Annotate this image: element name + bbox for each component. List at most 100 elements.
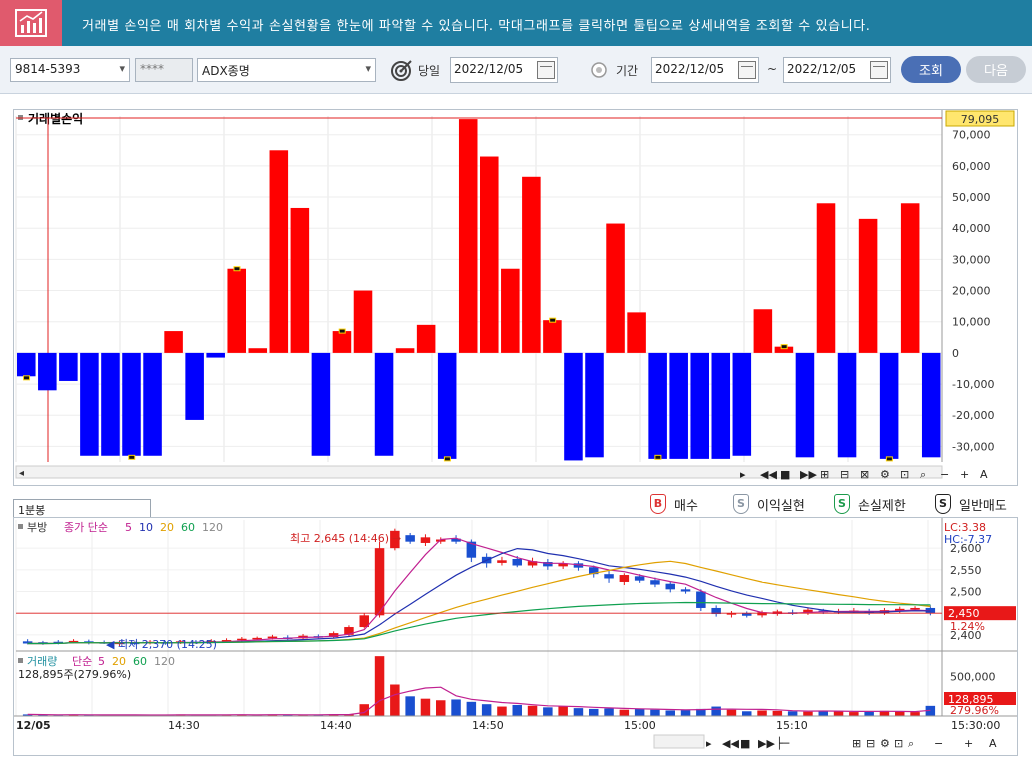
pl-bar[interactable] [606,223,625,353]
password-field[interactable]: **** [135,58,193,82]
candle[interactable] [252,637,262,640]
pl-bar[interactable] [564,352,583,461]
pl-bar[interactable] [753,309,773,353]
pl-bar[interactable] [227,268,246,353]
pl-bar[interactable] [648,352,667,459]
volume-bar[interactable] [604,708,614,716]
pl-bar[interactable] [669,352,688,459]
volume-bar[interactable] [634,708,645,716]
layout-icon[interactable]: ⊞ [820,468,829,481]
volume-bar[interactable] [726,709,737,716]
candle[interactable] [390,530,400,549]
candle[interactable] [405,535,415,542]
candle[interactable] [359,615,369,628]
period-from-input[interactable]: 2022/12/05 [651,57,759,83]
stop-icon[interactable]: ■ [740,737,750,750]
zoom-icon[interactable]: ⌕ [908,737,914,750]
pl-bar[interactable] [816,203,836,353]
candle[interactable] [895,608,905,611]
horizontal-scrollbar[interactable] [653,734,705,749]
candle[interactable] [512,559,522,566]
settings-icon[interactable]: ⚙ [880,737,890,750]
volume-bar[interactable] [420,698,431,716]
rewind-icon[interactable]: ◀◀ [722,737,739,750]
candle[interactable] [589,567,599,575]
candle[interactable] [650,580,660,585]
volume-bar[interactable] [237,714,247,716]
candle[interactable] [420,537,431,543]
candle[interactable] [22,641,33,644]
today-date-input[interactable]: 2022/12/05 [450,57,558,83]
pl-bar[interactable] [543,320,562,353]
pl-bar[interactable] [690,352,709,459]
stop-icon[interactable]: ■ [780,468,790,481]
pl-bar[interactable] [795,352,815,458]
volume-bar[interactable] [374,656,385,716]
candle[interactable] [558,563,568,567]
rewind-icon[interactable]: ◀◀ [760,468,777,481]
volume-bar[interactable] [84,714,94,716]
target-icon[interactable] [390,58,414,82]
pl-bar[interactable] [206,352,225,358]
volume-bar[interactable] [665,710,675,716]
candle[interactable] [451,538,461,542]
zoom-out-icon[interactable]: − [940,468,949,481]
volume-bar[interactable] [757,710,767,716]
volume-bar[interactable] [359,704,369,716]
font-icon[interactable]: A [989,737,997,750]
volume-bar[interactable] [849,712,859,716]
pl-bar[interactable] [858,218,878,353]
candle[interactable] [497,560,507,563]
pl-bar[interactable] [311,352,331,456]
legend-buy[interactable]: B 매수 [650,490,698,518]
volume-bar[interactable] [696,708,706,716]
pl-bar[interactable] [17,352,36,377]
volume-bar[interactable] [619,709,630,716]
volume-bar[interactable] [818,710,828,716]
volume-bar[interactable] [481,704,492,716]
pl-bar[interactable] [248,348,268,353]
volume-bar[interactable] [22,714,33,716]
candle[interactable] [711,607,721,615]
pl-bar[interactable] [59,352,78,381]
pl-bar[interactable] [921,352,941,458]
volume-bar[interactable] [711,706,721,716]
candle[interactable] [267,636,278,639]
grid-icon[interactable]: ⊠ [860,468,869,481]
volume-bar[interactable] [527,705,538,716]
pl-bar[interactable] [879,352,899,459]
period-radio[interactable] [590,61,608,79]
pl-bar[interactable] [353,290,373,353]
product-select[interactable]: ADX종명 ▾ [197,58,376,82]
volume-bar[interactable] [283,714,293,716]
period-to-input[interactable]: 2022/12/05 [783,57,891,83]
pl-bar[interactable] [837,352,857,458]
legend-sell[interactable]: S 일반매도 [935,490,1007,518]
pl-bar[interactable] [185,352,204,420]
volume-bar[interactable] [772,710,783,716]
pl-bar[interactable] [585,352,604,458]
volume-bar[interactable] [864,711,874,716]
volume-bar[interactable] [38,714,48,716]
pl-bar[interactable] [416,324,436,353]
volume-bar[interactable] [803,711,813,716]
candle[interactable] [803,609,813,614]
volume-bar[interactable] [390,684,400,717]
volume-bar[interactable] [833,711,844,716]
pl-bar-chart[interactable]: 70,000 60,000 50,000 40,000 30,000 20,000 10,0… [14,110,1017,485]
calendar-icon[interactable] [870,61,888,79]
volume-bar[interactable] [405,696,415,716]
pl-bar[interactable] [732,352,752,456]
pl-bar[interactable] [480,156,499,353]
volume-bar[interactable] [879,710,890,716]
volume-bar[interactable] [650,709,660,716]
candle[interactable] [84,641,94,643]
volume-bar[interactable] [512,704,522,716]
settings-icon[interactable]: ⚙ [880,468,890,481]
scroll-right-icon[interactable]: ▸ [740,468,746,481]
pl-bar[interactable] [374,352,394,456]
candle[interactable] [527,561,538,566]
split-icon[interactable]: ⊟ [840,468,849,481]
volume-bar[interactable] [573,708,584,716]
pl-bar[interactable] [522,176,541,353]
